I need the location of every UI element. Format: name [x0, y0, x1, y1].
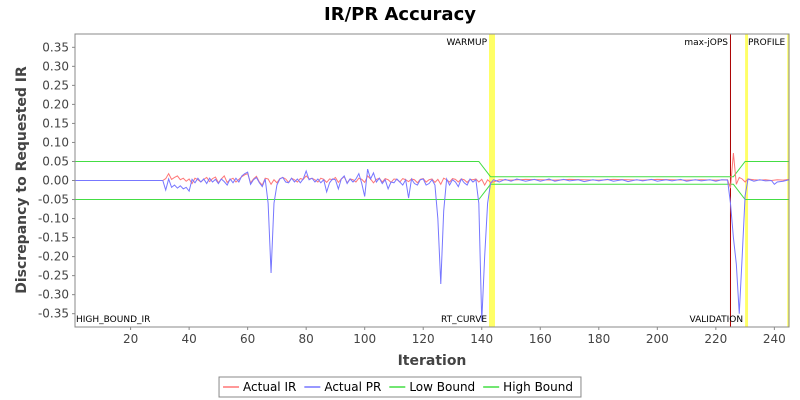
- marker-band-rt_curve: [489, 34, 495, 327]
- marker-label-validation: VALIDATION: [689, 315, 743, 325]
- y-tick-label: 0.15: [42, 116, 69, 130]
- marker-label-rt_curve: RT_CURVE: [441, 315, 487, 325]
- marker-band-profile: [787, 34, 790, 327]
- x-tick-label: 160: [529, 332, 552, 346]
- legend: Actual IR Actual PR Low Bound High Bound: [218, 376, 582, 398]
- x-axis-label: Iteration: [398, 353, 467, 369]
- y-tick-label: 0.35: [42, 40, 69, 54]
- legend-label-high-bound: High Bound: [503, 380, 573, 394]
- x-tick-label: 100: [353, 332, 376, 346]
- x-tick-label: 240: [763, 332, 786, 346]
- y-tick-label: 0.00: [42, 174, 69, 188]
- y-tick-label: -0.10: [38, 212, 69, 226]
- y-tick-label: 0.05: [42, 154, 69, 168]
- legend-label-low-bound: Low Bound: [409, 380, 475, 394]
- marker-label-warmup: WARMUP: [446, 38, 487, 48]
- series-line-low-bound: [75, 183, 789, 201]
- marker-band-max-jops: [729, 34, 731, 327]
- x-tick-label: 120: [412, 332, 435, 346]
- x-tick-label: 60: [240, 332, 255, 346]
- marker-label-profile: PROFILE: [748, 38, 786, 48]
- marker-label-high_bound_ir: HIGH_BOUND_IR: [76, 315, 150, 325]
- y-tick-label: -0.35: [38, 307, 69, 321]
- y-tick-label: -0.30: [38, 288, 69, 302]
- legend-label-actual-pr: Actual PR: [324, 380, 381, 394]
- x-tick-label: 20: [123, 332, 138, 346]
- y-tick-label: 0.25: [42, 78, 69, 92]
- y-tick-label: -0.15: [38, 231, 69, 245]
- chart-title: IR/PR Accuracy: [324, 4, 476, 25]
- y-axis-label: Discrepancy to Requested IR: [14, 66, 30, 294]
- x-tick-label: 180: [587, 332, 610, 346]
- legend-label-actual-ir: Actual IR: [243, 380, 296, 394]
- marker-label-max-jops: max-jOPS: [684, 38, 728, 48]
- x-tick-label: 220: [704, 332, 727, 346]
- y-tick-label: 0.20: [42, 97, 69, 111]
- x-tick-label: 200: [646, 332, 669, 346]
- x-tick-label: 40: [181, 332, 196, 346]
- series-line-high-bound: [75, 160, 789, 178]
- y-tick-label: -0.25: [38, 269, 69, 283]
- x-tick-label: 80: [299, 332, 314, 346]
- y-tick-label: 0.30: [42, 59, 69, 73]
- series-line-actual-pr: [75, 168, 790, 322]
- x-tick-label: 140: [470, 332, 493, 346]
- y-tick-label: 0.10: [42, 135, 69, 149]
- y-tick-label: -0.05: [38, 193, 69, 207]
- y-tick-label: -0.20: [38, 250, 69, 264]
